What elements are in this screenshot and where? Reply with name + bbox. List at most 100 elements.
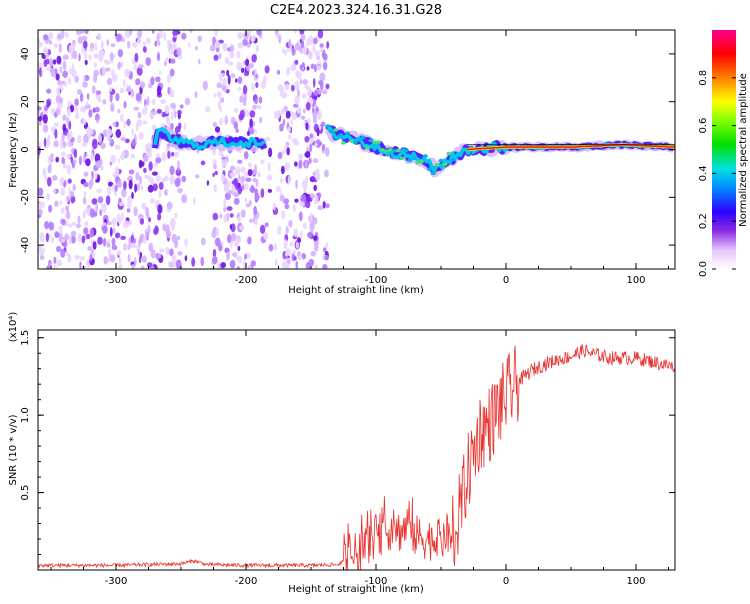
noise-blob [249,218,253,223]
snr-y-ticks: 0.5 1.0 1.5 [20,330,675,556]
noise-blob [110,154,116,164]
noise-blob [305,160,308,169]
noise-blob [118,257,122,267]
noise-blob [294,59,299,65]
noise-blob [133,257,137,267]
noise-blob [148,242,154,252]
noise-blob [227,234,232,244]
signal-blob [415,160,421,165]
noise-blob [251,169,258,176]
noise-blob [67,178,72,184]
noise-blob [138,159,143,169]
noise-blob [151,171,158,176]
noise-blob [276,69,281,75]
noise-blob [53,188,56,194]
noise-blob [237,86,242,91]
noise-blob [133,64,138,71]
noise-blob [58,225,63,231]
noise-blob [222,42,228,52]
noise-blob [322,201,326,209]
noise-blob [284,49,288,56]
noise-blob [161,111,166,118]
noise-blob [72,159,77,164]
noise-blob [93,211,98,217]
noise-blob [50,108,56,115]
noise-blob [293,228,299,238]
x-tick-label: 100 [626,275,645,286]
noise-blob [74,254,80,260]
y-tick-label: 1.0 [20,407,31,423]
noise-blob [69,104,75,113]
noise-blob [111,217,117,227]
noise-blob [299,78,303,85]
noise-blob [318,125,322,131]
noise-blob [224,115,228,125]
noise-blob [101,204,107,214]
noise-blob [62,163,68,169]
noise-blob [48,32,54,40]
noise-blob [167,78,171,83]
noise-blob [216,82,222,89]
noise-blob [174,212,178,219]
noise-blob [86,233,91,240]
noise-blob [38,115,42,122]
noise-blob [153,161,158,167]
noise-blob [282,48,285,54]
noise-blob [165,57,169,61]
noise-blob [137,37,142,45]
noise-blob [96,188,102,194]
noise-blob [321,143,326,151]
noise-blob [138,175,142,185]
noise-blob [151,30,155,34]
noise-blob [59,66,62,74]
noise-blob [88,54,92,61]
noise-blob [288,38,292,49]
noise-blob [197,35,202,43]
noise-blob [299,64,303,70]
noise-blob [48,40,53,45]
noise-blob [111,245,118,251]
carrier-line [466,143,675,151]
noise-blob [109,254,116,263]
noise-blob [184,238,189,247]
noise-blob [200,160,206,166]
noise-blob [161,152,167,162]
noise-blob [84,220,89,227]
noise-blob [301,40,305,49]
noise-blob [229,44,235,52]
noise-blob [93,69,99,77]
noise-blob [40,237,45,243]
noise-blob [66,117,70,126]
noise-blob [62,140,66,149]
noise-blob [245,177,252,182]
noise-blob [249,110,256,118]
noise-blob [70,195,76,204]
noise-blob [325,203,330,209]
noise-blob [172,30,178,36]
noise-blob [47,134,51,143]
noise-blob [297,251,301,258]
noise-blob [123,101,127,109]
noise-blob [290,111,295,117]
noise-blob [280,165,285,175]
noise-blob [224,56,230,65]
noise-blob [220,174,226,183]
noise-blob [87,246,92,251]
noise-blob [324,169,329,178]
noise-blob [52,264,58,269]
colorbar-tick-label: 0.6 [698,118,709,134]
noise-blob [167,43,171,52]
noise-blob [120,113,124,122]
signal-blob [426,167,432,172]
noise-blob [228,61,234,66]
noise-blob [296,71,302,79]
noise-blob [209,44,216,52]
signal-blob [387,148,393,152]
spectrogram-y-ticks: -40 -20 0 20 40 [20,48,675,253]
noise-blob [53,140,59,148]
noise-blob [126,208,131,213]
noise-blob [128,219,132,226]
noise-blob [157,204,163,214]
signal-blob [411,156,417,161]
noise-blob [260,159,265,164]
